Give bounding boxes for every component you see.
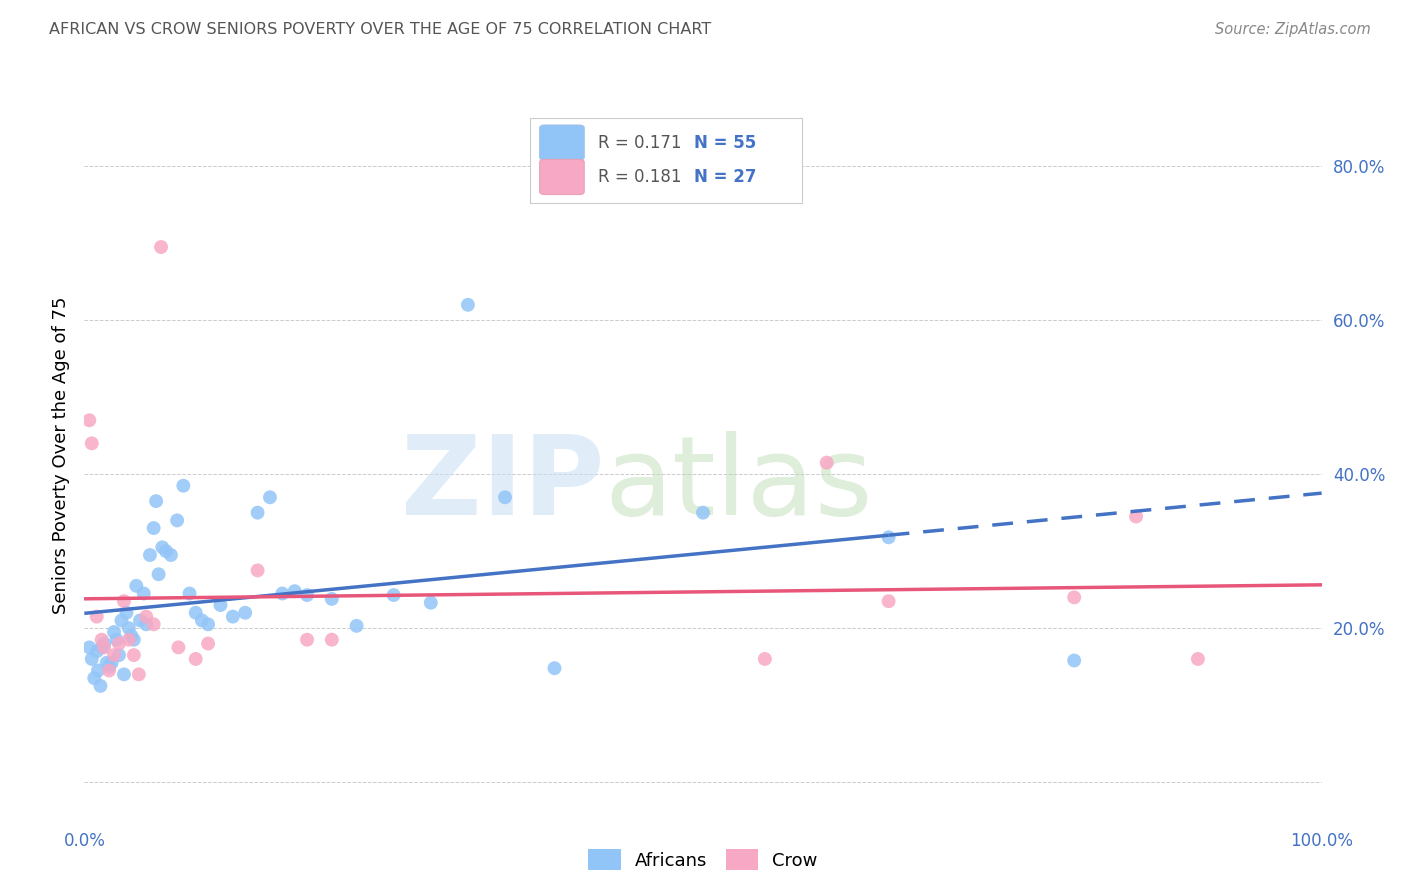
Text: AFRICAN VS CROW SENIORS POVERTY OVER THE AGE OF 75 CORRELATION CHART: AFRICAN VS CROW SENIORS POVERTY OVER THE… (49, 22, 711, 37)
Point (457, 298, 479, 312)
Point (128, 667, 150, 681)
Y-axis label: Seniors Poverty Over the Age of 75: Seniors Poverty Over the Age of 75 (52, 296, 70, 614)
Point (120, 629, 142, 643)
Text: R = 0.181: R = 0.181 (598, 168, 682, 186)
Point (246, 563, 269, 577)
Point (96, 656, 118, 670)
Point (155, 544, 177, 558)
Point (184, 652, 207, 666)
Point (877, 530, 900, 544)
Point (142, 617, 165, 632)
Point (1187, 652, 1209, 666)
Point (150, 240, 173, 254)
Text: R = 0.171: R = 0.171 (598, 134, 682, 152)
Point (543, 661, 565, 675)
Point (122, 632, 145, 647)
Point (321, 632, 343, 647)
Point (346, 619, 368, 633)
Point (321, 591, 343, 606)
Point (132, 586, 155, 600)
Point (110, 614, 132, 628)
Point (93, 640, 115, 655)
Point (87, 664, 110, 678)
Point (118, 621, 141, 635)
Point (246, 506, 269, 520)
Point (172, 479, 194, 493)
Point (494, 490, 516, 504)
FancyBboxPatch shape (540, 125, 585, 161)
Point (80, 652, 103, 666)
Point (295, 588, 318, 602)
Text: N = 27: N = 27 (695, 168, 756, 186)
Point (284, 584, 307, 599)
Point (103, 648, 125, 662)
Point (89, 679, 111, 693)
FancyBboxPatch shape (540, 160, 585, 194)
Point (86, 609, 108, 624)
Point (1125, 509, 1147, 524)
Point (98, 659, 121, 673)
Point (118, 632, 141, 647)
Point (86, 644, 108, 658)
Point (295, 632, 318, 647)
Point (1063, 591, 1085, 605)
Legend: Africans, Crow: Africans, Crow (581, 842, 825, 878)
Point (148, 567, 170, 582)
Point (419, 596, 441, 610)
Point (145, 494, 167, 508)
Point (108, 648, 131, 662)
Point (166, 513, 188, 527)
Point (754, 652, 776, 666)
Point (191, 614, 214, 628)
Point (103, 625, 125, 640)
Point (150, 541, 173, 555)
Point (90, 632, 112, 647)
Point (112, 594, 135, 608)
Point (135, 617, 157, 632)
Point (98, 664, 121, 678)
Point (79, 413, 101, 427)
Point (877, 594, 900, 608)
Point (160, 548, 183, 562)
Point (692, 506, 714, 520)
Point (197, 636, 219, 650)
Point (382, 588, 405, 602)
Point (100, 656, 122, 670)
Text: ZIP: ZIP (401, 431, 605, 538)
FancyBboxPatch shape (530, 119, 801, 202)
Point (80, 436, 103, 450)
Point (129, 614, 152, 628)
Point (139, 548, 162, 562)
Point (815, 456, 838, 470)
Point (233, 606, 256, 620)
Point (115, 606, 138, 620)
Point (79, 640, 101, 655)
Point (197, 617, 219, 632)
Point (135, 609, 157, 624)
Point (83, 671, 105, 685)
Point (271, 586, 294, 600)
Point (122, 648, 145, 662)
Text: N = 55: N = 55 (695, 134, 756, 152)
Point (142, 521, 165, 535)
Point (167, 640, 190, 655)
Point (222, 609, 245, 624)
Text: atlas: atlas (605, 431, 873, 538)
Point (112, 667, 135, 681)
Point (179, 586, 201, 600)
Point (125, 579, 148, 593)
Point (108, 636, 131, 650)
Point (93, 636, 115, 650)
Point (184, 606, 207, 620)
Point (1063, 653, 1085, 667)
Point (105, 632, 128, 647)
Point (90, 640, 112, 655)
Point (209, 598, 232, 612)
Text: Source: ZipAtlas.com: Source: ZipAtlas.com (1215, 22, 1371, 37)
Point (259, 490, 281, 504)
